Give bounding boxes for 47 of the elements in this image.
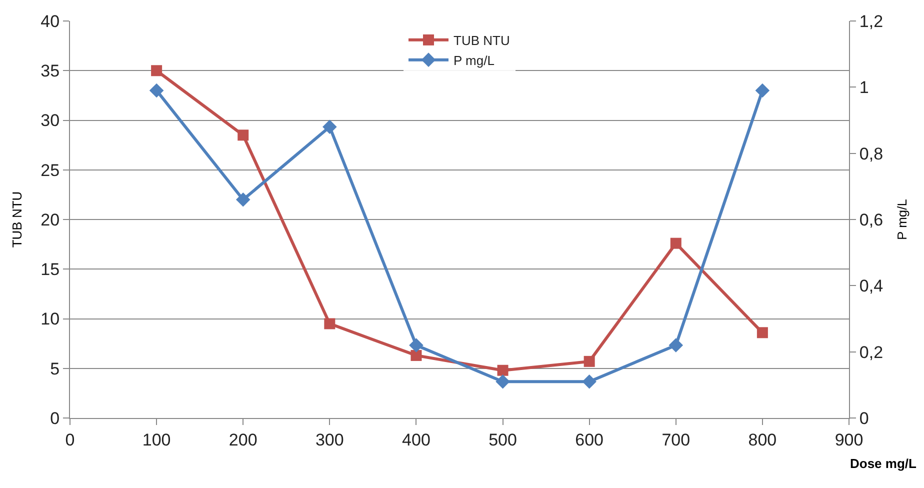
point [670,238,682,249]
x-tick-label: 700 [662,430,690,450]
y-tick-label: 20 [40,210,60,230]
x-tick-label: 400 [402,430,430,450]
y2-tick-label: 1,2 [859,12,884,31]
y-tick-label: 30 [40,111,60,130]
x-tick-label: 500 [488,430,517,450]
point [149,83,164,98]
x-tick-label: 0 [65,430,75,450]
y-tick-label: 35 [40,62,60,81]
y-tick-label: 0 [50,408,60,428]
y-tick-label: 15 [40,260,60,280]
point [582,374,596,389]
x-tick-label: 800 [748,430,777,450]
point [322,120,337,134]
x-tick-label: 300 [315,430,344,450]
x-tick-label: 100 [142,430,171,450]
y-tick-label: 5 [50,359,60,378]
y2-tick-label: 0 [859,408,869,428]
y-axis-title: TUB NTU [10,191,25,248]
point [756,327,768,338]
legend-label: TUB NTU [454,32,510,48]
y2-tick-label: 1 [859,78,869,98]
point [496,374,510,389]
x-tick-label: 200 [228,430,258,450]
point [410,350,422,361]
point [409,338,424,352]
point [236,192,250,207]
y-tick-label: 40 [40,12,60,31]
x-tick-label: 900 [834,430,864,450]
point [584,356,595,367]
point [151,65,162,76]
point [668,338,684,352]
y2-axis-title: P mg/L [894,199,910,240]
point [324,318,336,330]
point [238,130,249,141]
y2-tick-label: 0,6 [859,210,884,230]
x-tick-label: 600 [575,430,604,450]
y-tick-label: 10 [40,310,60,329]
y-tick-label: 25 [40,160,60,180]
legend-label: P mg/L [454,52,494,68]
y2-tick-label: 0,4 [859,276,884,296]
y2-tick-label: 0,2 [859,342,884,362]
x-axis-title: Dose mg/L [850,456,917,471]
y2-tick-label: 0,8 [859,144,884,164]
point [497,364,508,376]
point [755,83,770,98]
